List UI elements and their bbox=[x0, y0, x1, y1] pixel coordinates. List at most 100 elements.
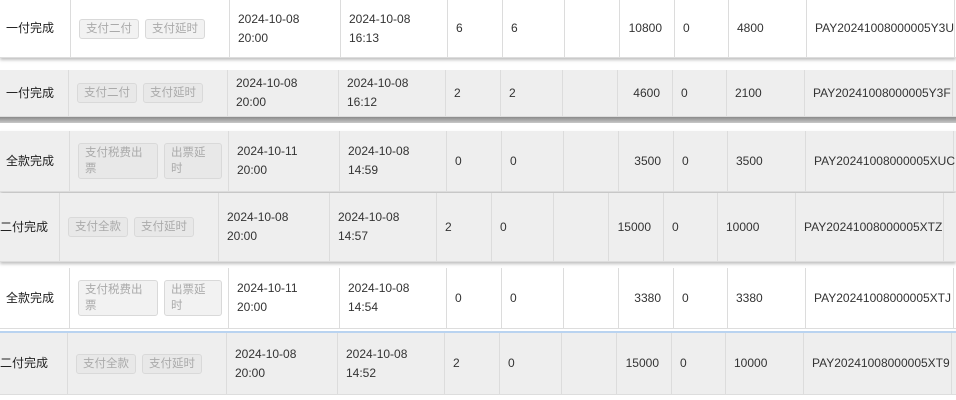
qty-b-text: 2 bbox=[509, 85, 516, 100]
zero-text: 0 bbox=[681, 85, 688, 100]
time-cell: 2024-10-08 14:59 bbox=[340, 131, 447, 191]
paid-text: 3380 bbox=[736, 290, 763, 305]
qty-a-cell: 2 bbox=[446, 70, 501, 116]
actions-cell: 支付二付 支付延时 bbox=[71, 0, 230, 57]
paid-cell: 10000 bbox=[718, 193, 796, 261]
status-cell: 全款完成 bbox=[0, 131, 70, 191]
zero-text: 0 bbox=[680, 356, 687, 370]
table-row[interactable]: 全款完成 支付税费出票 出票延时 2024-10-11 20:00 2024-10-08… bbox=[0, 131, 956, 192]
amount-cell: 4600 bbox=[618, 70, 673, 116]
deadline-cell: 2024-10-08 20:00 bbox=[219, 193, 330, 261]
status-text: 全款完成 bbox=[6, 290, 55, 305]
amount-cell: 10800 bbox=[620, 0, 675, 57]
action-button[interactable]: 支付全款 bbox=[76, 353, 136, 374]
amount-text: 3500 bbox=[634, 153, 661, 168]
status-text: 二付完成 bbox=[0, 356, 49, 370]
qty-b-text: 0 bbox=[510, 153, 517, 168]
blank-cell bbox=[563, 70, 618, 116]
qty-a-text: 0 bbox=[455, 290, 462, 305]
qty-b-text: 0 bbox=[508, 356, 515, 370]
pay-id-cell: PAY20241008000005XTZ bbox=[796, 193, 944, 261]
pay-id-text: PAY20241008000005XTZ bbox=[804, 219, 943, 234]
paid-text: 4800 bbox=[737, 21, 764, 35]
action-button[interactable]: 出票延时 bbox=[164, 280, 222, 316]
qty-b-cell: 6 bbox=[503, 0, 565, 57]
paid-text: 3500 bbox=[736, 153, 763, 168]
action-button[interactable]: 支付延时 bbox=[143, 83, 203, 103]
action-button[interactable]: 支付税费出票 bbox=[78, 143, 158, 179]
deadline-cell: 2024-10-08 20:00 bbox=[227, 333, 338, 394]
status-text: 二付完成 bbox=[0, 219, 49, 234]
action-button[interactable]: 支付税费出票 bbox=[78, 280, 158, 316]
time-text: 2024-10-08 16:12 bbox=[347, 76, 409, 109]
blank-cell bbox=[564, 268, 619, 328]
qty-a-cell: 0 bbox=[447, 268, 502, 328]
deadline-text: 2024-10-11 20:00 bbox=[237, 144, 298, 177]
table-row[interactable]: 二付完成 支付全款 支付延时 2024-10-08 20:00 2024-10-08 1… bbox=[0, 193, 956, 262]
action-button[interactable]: 支付延时 bbox=[142, 353, 202, 374]
pay-id-text: PAY20241008000005XUC bbox=[814, 153, 955, 168]
qty-b-cell: 0 bbox=[502, 131, 564, 191]
actions-cell: 支付税费出票 出票延时 bbox=[70, 268, 229, 328]
time-cell: 2024-10-08 16:13 bbox=[341, 0, 448, 57]
time-cell: 2024-10-08 16:12 bbox=[339, 70, 446, 116]
qty-b-cell: 0 bbox=[500, 333, 562, 394]
qty-a-cell: 2 bbox=[437, 193, 492, 261]
action-button[interactable]: 出票延时 bbox=[164, 143, 222, 179]
actions-cell: 支付全款 支付延时 bbox=[68, 333, 227, 394]
time-cell: 2024-10-08 14:54 bbox=[340, 268, 447, 328]
action-button[interactable]: 支付延时 bbox=[134, 217, 194, 237]
status-cell: 全款完成 bbox=[0, 268, 70, 328]
action-button[interactable]: 支付二付 bbox=[77, 83, 137, 103]
background-strip bbox=[0, 117, 956, 123]
blank-cell bbox=[554, 193, 609, 261]
paid-cell: 3500 bbox=[728, 131, 806, 191]
paid-text: 10000 bbox=[734, 356, 768, 370]
zero-text: 0 bbox=[672, 219, 679, 234]
qty-b-cell: 2 bbox=[501, 70, 563, 116]
paid-text: 10000 bbox=[726, 219, 760, 234]
action-button[interactable]: 支付延时 bbox=[145, 18, 205, 39]
status-text: 一付完成 bbox=[6, 85, 55, 100]
table-row[interactable]: 一付完成 支付二付 支付延时 2024-10-08 20:00 2024-10-08 1… bbox=[0, 0, 956, 58]
deadline-cell: 2024-10-08 20:00 bbox=[230, 0, 341, 57]
status-text: 一付完成 bbox=[6, 21, 55, 35]
deadline-text: 2024-10-08 20:00 bbox=[235, 346, 297, 380]
deadline-cell: 2024-10-11 20:00 bbox=[229, 268, 340, 328]
deadline-text: 2024-10-08 20:00 bbox=[236, 76, 298, 109]
table-row[interactable]: 全款完成 支付税费出票 出票延时 2024-10-11 20:00 2024-10-08… bbox=[0, 268, 956, 329]
action-button[interactable]: 支付二付 bbox=[79, 18, 139, 39]
qty-a-text: 2 bbox=[454, 85, 461, 100]
paid-cell: 2100 bbox=[727, 70, 805, 116]
zero-cell: 0 bbox=[672, 333, 726, 394]
status-cell: 二付完成 bbox=[0, 333, 68, 394]
time-cell: 2024-10-08 14:57 bbox=[330, 193, 437, 261]
deadline-text: 2024-10-08 20:00 bbox=[238, 11, 300, 45]
deadline-text: 2024-10-11 20:00 bbox=[237, 281, 298, 314]
zero-cell: 0 bbox=[674, 131, 728, 191]
action-button[interactable]: 支付全款 bbox=[68, 217, 128, 237]
qty-b-text: 6 bbox=[511, 21, 518, 35]
pay-id-cell: PAY20241008000005Y3F bbox=[805, 70, 953, 116]
pay-id-text: PAY20241008000005Y3U bbox=[815, 21, 955, 35]
zero-text: 0 bbox=[682, 153, 689, 168]
qty-b-text: 0 bbox=[500, 219, 507, 234]
qty-a-text: 6 bbox=[456, 21, 463, 35]
amount-text: 10800 bbox=[628, 21, 662, 35]
status-cell: 一付完成 bbox=[0, 70, 69, 116]
qty-a-cell: 2 bbox=[445, 333, 500, 394]
actions-cell: 支付税费出票 出票延时 bbox=[70, 131, 229, 191]
table-row[interactable]: 一付完成 支付二付 支付延时 2024-10-08 20:00 2024-10-08 1… bbox=[0, 70, 956, 117]
qty-a-text: 2 bbox=[453, 356, 460, 370]
actions-cell: 支付二付 支付延时 bbox=[69, 70, 228, 116]
amount-text: 15000 bbox=[625, 356, 659, 370]
blank-cell bbox=[564, 131, 619, 191]
qty-a-text: 0 bbox=[455, 153, 462, 168]
qty-a-text: 2 bbox=[445, 219, 452, 234]
qty-a-cell: 0 bbox=[447, 131, 502, 191]
time-text: 2024-10-08 14:59 bbox=[348, 144, 410, 177]
pay-id-text: PAY20241008000005XTJ bbox=[814, 290, 951, 305]
table-row[interactable]: 二付完成 支付全款 支付延时 2024-10-08 20:00 2024-10-08 1… bbox=[0, 331, 956, 395]
zero-cell: 0 bbox=[673, 70, 727, 116]
zero-text: 0 bbox=[683, 21, 690, 35]
